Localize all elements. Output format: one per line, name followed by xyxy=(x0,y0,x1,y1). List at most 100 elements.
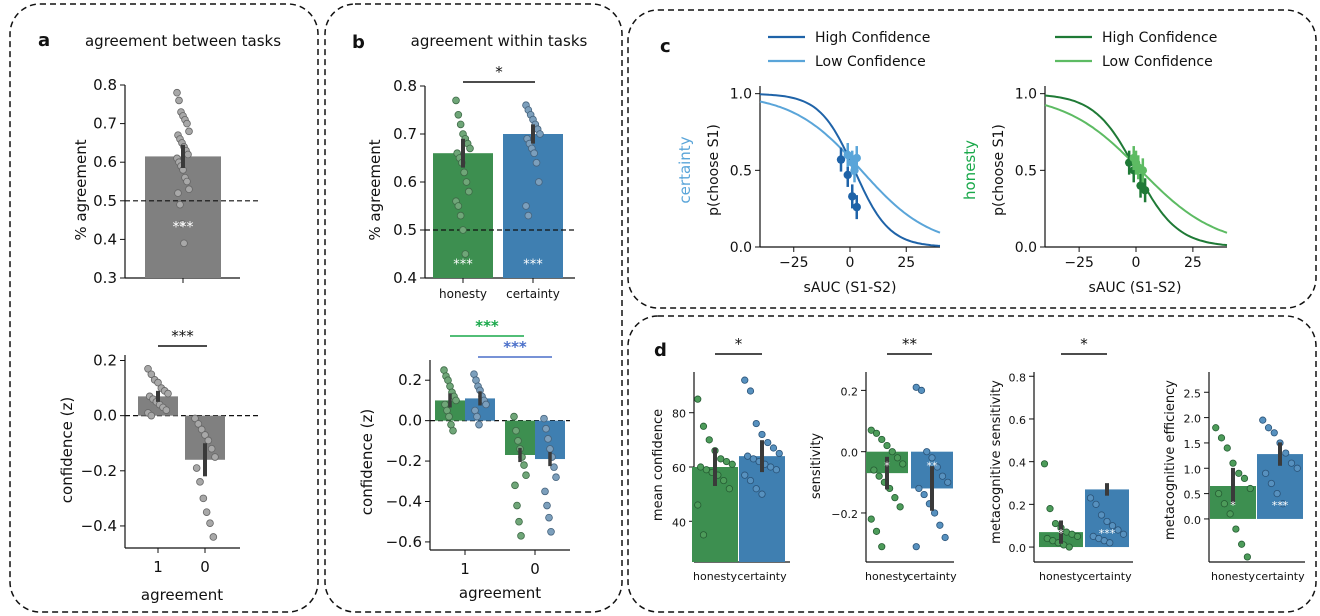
y-tick-label: 0.8 xyxy=(393,77,417,95)
significance-label: * xyxy=(495,63,503,81)
data-point xyxy=(933,463,941,471)
data-point xyxy=(928,454,936,462)
legend-label: Low Confidence xyxy=(815,54,926,70)
data-point xyxy=(1270,429,1278,437)
c-right-ylabel: p(choose S1) xyxy=(991,124,1007,216)
y-tick-label: 0.0 xyxy=(841,447,859,460)
data-point xyxy=(191,414,199,423)
data-point xyxy=(174,189,182,197)
y-tick-label: 1.5 xyxy=(1184,438,1202,451)
data-point xyxy=(764,438,772,447)
data-point xyxy=(775,449,783,458)
side-label-certainty: certainty xyxy=(676,136,694,203)
data-point xyxy=(758,490,766,498)
data-point xyxy=(744,452,752,460)
data-point xyxy=(872,429,881,437)
significance-label: *** xyxy=(475,317,499,335)
data-point xyxy=(1092,500,1100,508)
data-point xyxy=(202,508,211,516)
plot-layer: 0.30.40.50.60.70.8***−0.4−0.20.00.21 0***… xyxy=(81,63,1306,583)
significance-label: * xyxy=(735,335,743,353)
significance-stars: ** xyxy=(927,460,939,473)
data-point xyxy=(912,383,920,391)
data-point xyxy=(1114,526,1122,534)
y-tick-label: −0.4 xyxy=(81,517,117,535)
x-tick-label: 0 xyxy=(1132,255,1141,271)
data-point xyxy=(746,387,755,395)
chart-b-top-title: agreement within tasks xyxy=(411,32,588,50)
data-point xyxy=(899,460,907,468)
data-point xyxy=(514,437,522,445)
data-point xyxy=(1097,511,1106,519)
data-point xyxy=(717,455,725,463)
data-point xyxy=(454,202,463,210)
data-point xyxy=(848,192,857,201)
data-point xyxy=(694,395,702,403)
data-point xyxy=(725,485,733,493)
data-point xyxy=(1226,510,1234,518)
data-point xyxy=(1065,543,1073,551)
data-point xyxy=(1287,459,1296,467)
data-point xyxy=(878,543,886,551)
y-tick-label: 0.6 xyxy=(393,173,417,191)
y-tick-label: −0.2 xyxy=(81,462,117,480)
data-point xyxy=(1215,489,1223,498)
data-point xyxy=(741,471,749,479)
c-right-xlabel: sAUC (S1-S2) xyxy=(1089,280,1182,296)
data-point xyxy=(197,425,206,434)
data-point xyxy=(211,453,219,461)
y-tick-label: 0.2 xyxy=(93,352,117,370)
data-point xyxy=(931,509,939,517)
data-point xyxy=(164,389,172,398)
data-point xyxy=(546,445,554,453)
c-left-ylabel: p(choose S1) xyxy=(706,124,722,216)
data-point xyxy=(473,412,481,421)
y-tick-label: 0.7 xyxy=(93,115,117,133)
side-label-honesty: honesty xyxy=(961,140,979,200)
data-point xyxy=(872,527,881,535)
psychometric-curve xyxy=(759,100,941,234)
data-point xyxy=(694,501,702,509)
data-point xyxy=(1264,424,1273,432)
y-tick-label: 0.4 xyxy=(1009,457,1027,470)
data-point xyxy=(520,461,528,469)
data-point xyxy=(938,472,947,480)
data-point xyxy=(883,441,891,450)
y-tick-label: 0.3 xyxy=(93,269,117,287)
significance-stars: *** xyxy=(523,257,543,272)
y-tick-label: 0.2 xyxy=(1009,499,1027,512)
c-left-xlabel: sAUC (S1-S2) xyxy=(804,280,897,296)
data-point xyxy=(758,430,766,439)
data-point xyxy=(1273,489,1281,498)
y-tick-label: 0.0 xyxy=(398,412,422,430)
data-point xyxy=(878,435,886,444)
data-point xyxy=(185,185,193,194)
data-point xyxy=(1051,519,1060,528)
legend-label: Low Confidence xyxy=(1102,54,1213,70)
significance-label: *** xyxy=(503,338,527,356)
data-point xyxy=(843,150,852,160)
data-point xyxy=(180,239,188,248)
b-bottom-ylabel: confidence (z) xyxy=(358,409,376,515)
panel-a-letter: a xyxy=(38,30,50,51)
data-point xyxy=(749,455,757,463)
panel-c-letter: c xyxy=(660,36,671,57)
data-point xyxy=(752,485,760,493)
y-tick-label: −0.2 xyxy=(831,508,858,521)
data-point xyxy=(912,543,920,551)
data-point xyxy=(915,484,923,493)
data-point xyxy=(515,517,523,526)
chart-a-top-title: agreement between tasks xyxy=(85,32,281,50)
data-point xyxy=(891,494,899,502)
x-tick-label: 0 xyxy=(846,255,855,271)
x-tick-label: certainty xyxy=(506,287,560,301)
data-point xyxy=(147,411,156,420)
data-point xyxy=(1073,532,1082,540)
data-point xyxy=(201,431,209,439)
y-tick-label: −0.2 xyxy=(386,452,422,470)
data-point xyxy=(769,444,778,452)
d3-ylabel: metacognitive sensitivity xyxy=(989,380,1004,544)
data-point xyxy=(482,400,490,409)
data-point xyxy=(772,466,780,474)
data-point xyxy=(702,466,710,474)
